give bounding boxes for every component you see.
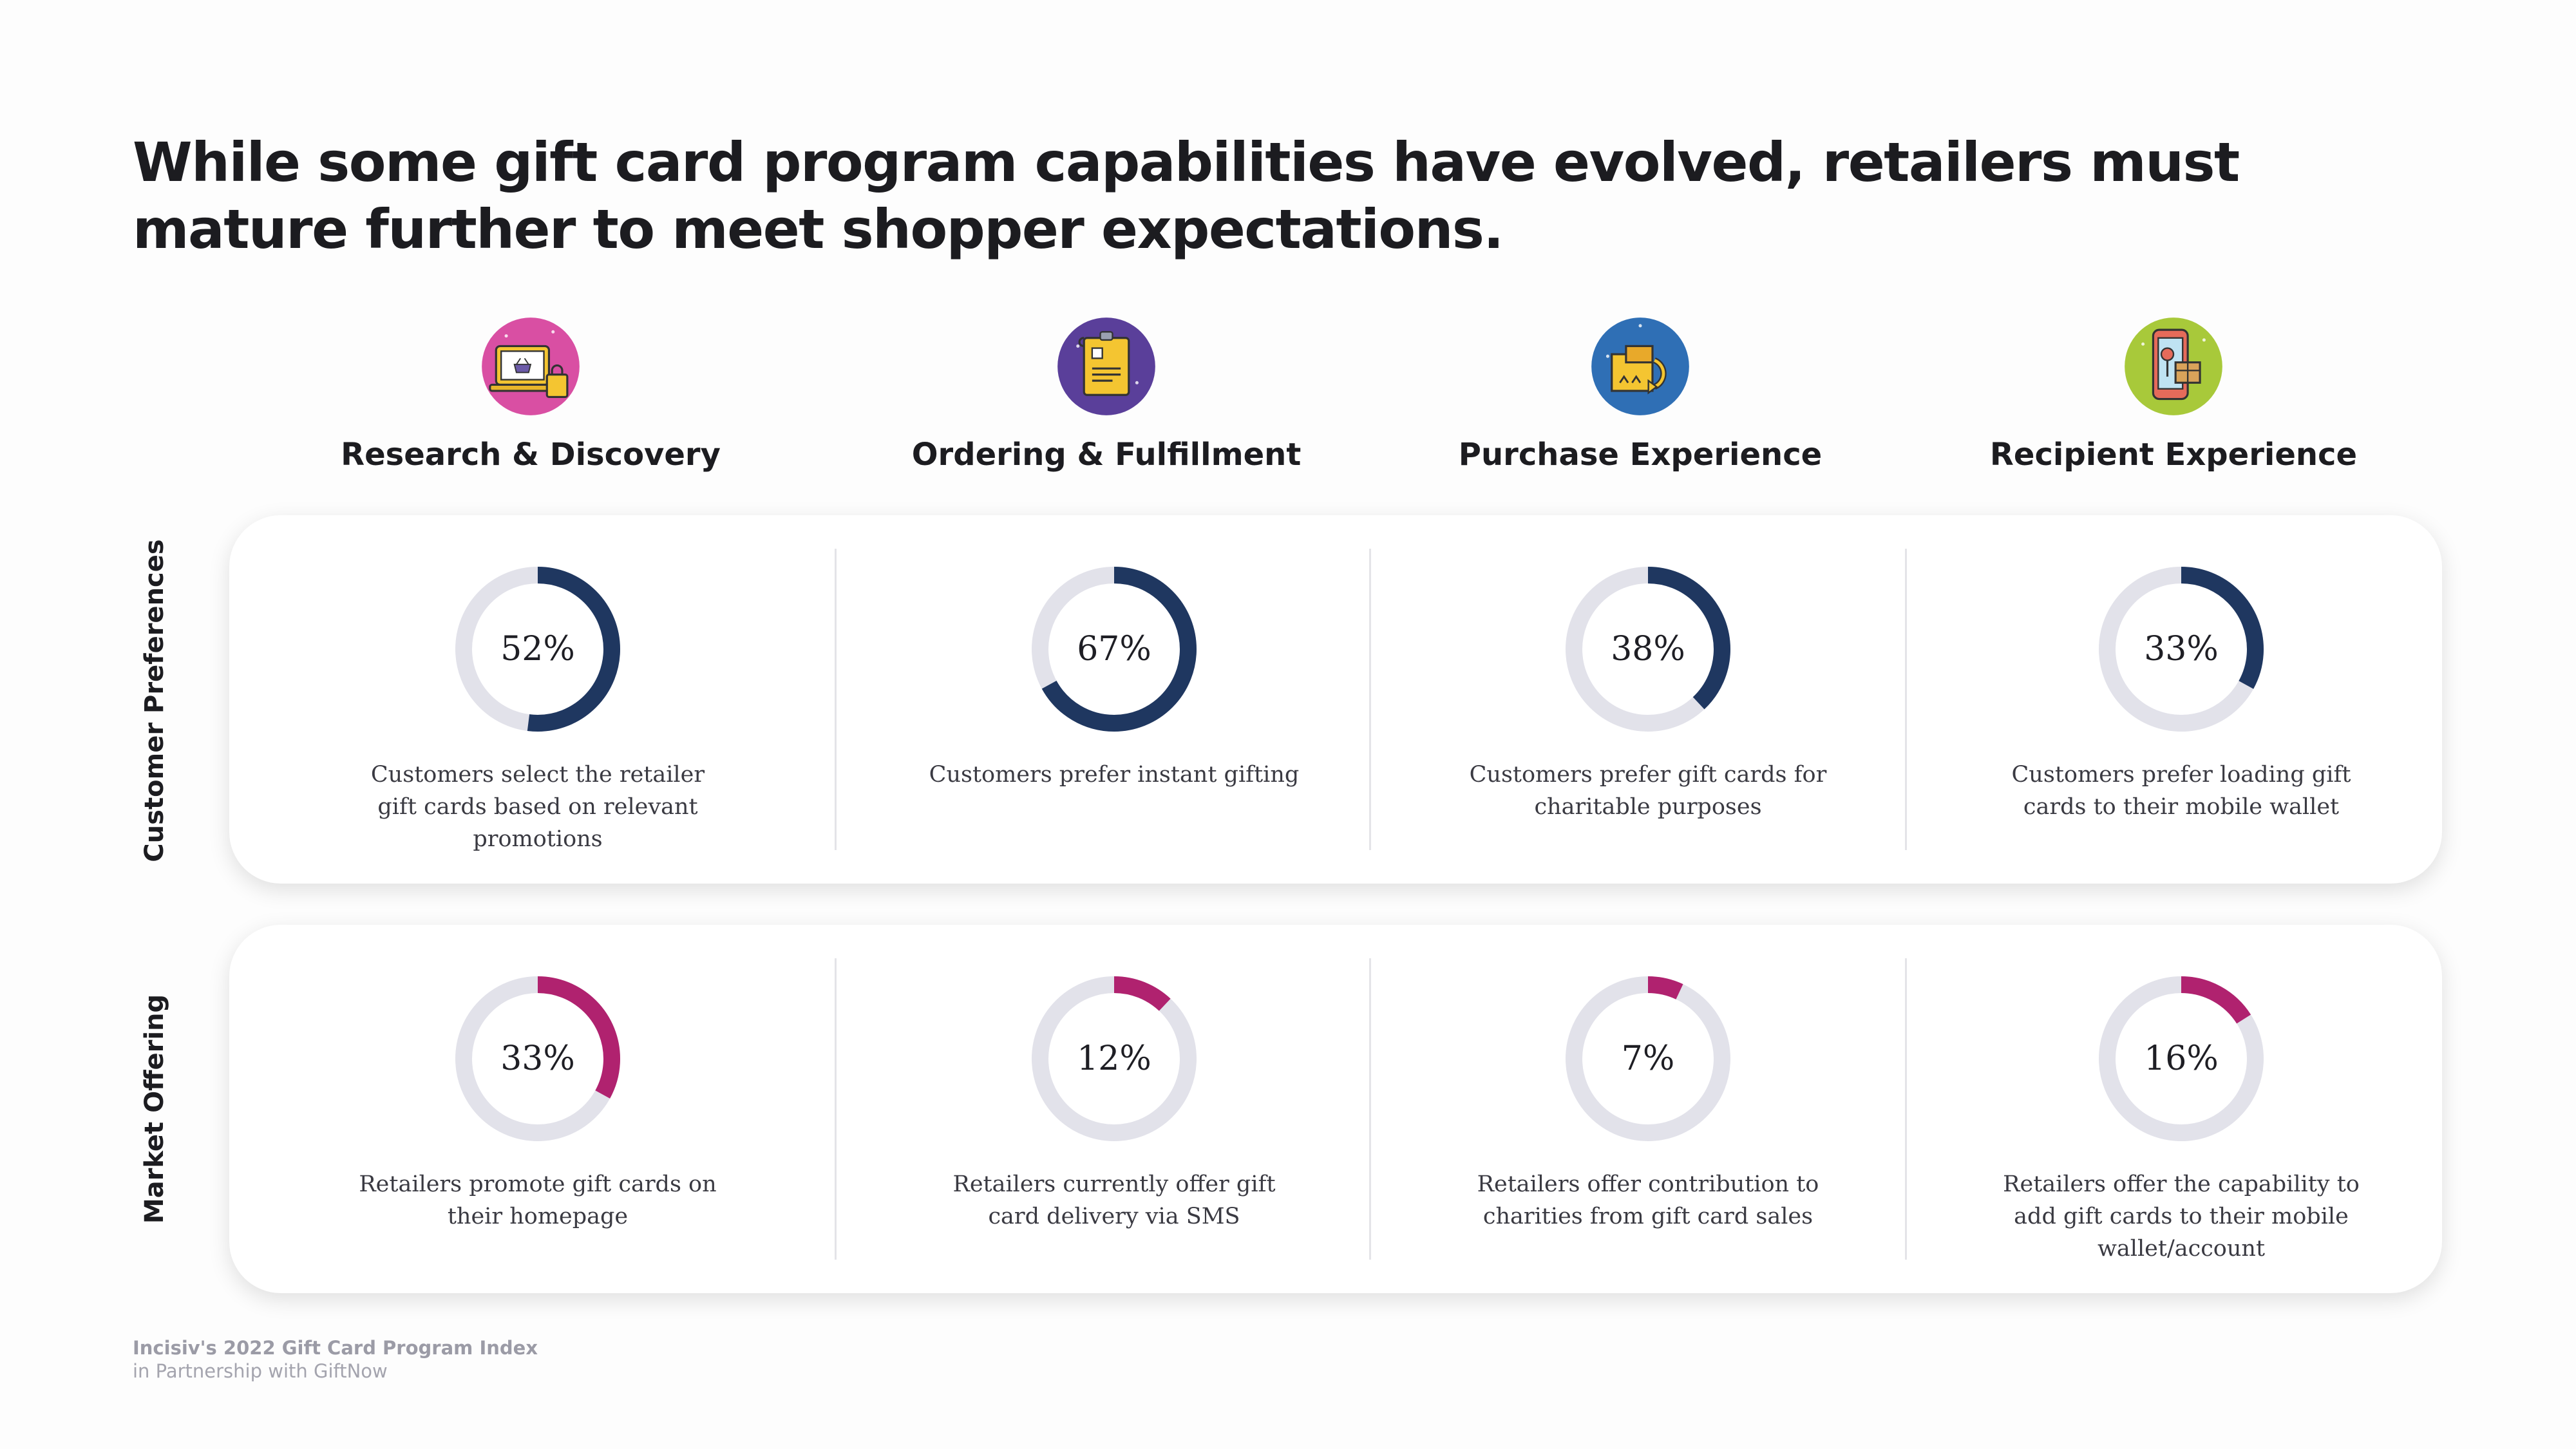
metric-cell: 67% Customers prefer instant gifting	[850, 515, 1378, 884]
metric-cell: 33% Retailers promote gift cards on thei…	[274, 925, 802, 1293]
donut-chart	[2099, 567, 2264, 732]
row-label-text: Market Offering	[140, 994, 169, 1224]
metric-caption: Retailers currently offer gift card deli…	[952, 1171, 1276, 1229]
donut-value-label: 33%	[2144, 630, 2219, 668]
divider	[1369, 549, 1371, 850]
mobile-gift-icon	[2125, 317, 2222, 415]
metric-cell: 52% Customers select the retailer gift c…	[274, 515, 802, 884]
column-label: Purchase Experience	[1458, 437, 1823, 473]
metric-cell: 16% Retailers offer the capability to ad…	[1917, 925, 2445, 1293]
donut-value-label: 12%	[1077, 1039, 1151, 1078]
donut-value-label: 7%	[1621, 1039, 1675, 1078]
divider	[1905, 549, 1907, 850]
metric-caption: Customers prefer loading gift cards to t…	[2011, 762, 2351, 820]
donut-chart	[2099, 976, 2264, 1141]
metric-caption: Retailers promote gift cards on their ho…	[359, 1171, 717, 1229]
donut-chart	[1566, 976, 1730, 1141]
metric-cell: 12% Retailers currently offer gift card …	[850, 925, 1378, 1293]
column-header-purchase: Purchase Experience	[1373, 316, 1908, 473]
column-label: Research & Discovery	[341, 437, 721, 473]
divider	[835, 549, 837, 850]
donut-value-arc	[1566, 976, 1730, 1141]
metric-caption: Retailers offer the capability to add gi…	[2003, 1171, 2360, 1262]
metric-caption: Customers prefer instant gifting	[929, 762, 1300, 788]
divider	[1905, 958, 1907, 1260]
row-label-text: Customer Preferences	[140, 539, 169, 862]
donut-value-label: 52%	[500, 630, 575, 668]
donut-value-arc	[455, 976, 620, 1141]
metric-caption: Customers prefer gift cards for charitab…	[1469, 762, 1827, 820]
footer-source: Incisiv's 2022 Gift Card Program Index	[133, 1337, 538, 1359]
donut-chart	[455, 976, 620, 1141]
market-offering-panel: 33% Retailers promote gift cards on thei…	[229, 925, 2442, 1293]
donut-value-label: 33%	[500, 1039, 575, 1078]
column-label: Ordering & Fulfillment	[911, 437, 1302, 473]
donut-value-arc	[2099, 567, 2264, 732]
donut-value-label: 67%	[1077, 630, 1151, 668]
donut-value-arc	[1032, 976, 1197, 1141]
metric-cell: 33% Customers prefer loading gift cards …	[1917, 515, 2445, 884]
donut-chart	[455, 567, 620, 732]
page-title: While some gift card program capabilitie…	[133, 131, 2240, 261]
footer: Incisiv's 2022 Gift Card Program Index i…	[133, 1337, 538, 1382]
customer-preferences-panel: 52% Customers select the retailer gift c…	[229, 515, 2442, 884]
laptop-shopping-icon	[482, 317, 580, 415]
donut-chart	[1032, 567, 1197, 732]
metric-caption: Retailers offer contribution to charitie…	[1477, 1171, 1819, 1229]
column-header-ordering: Ordering & Fulfillment	[839, 316, 1374, 473]
column-label: Recipient Experience	[1989, 437, 2358, 473]
column-header-research: Research & Discovery	[263, 316, 798, 473]
metric-caption: Customers select the retailer gift cards…	[370, 762, 705, 852]
donut-value-arc	[455, 567, 620, 732]
package-exchange-icon	[1591, 317, 1689, 415]
donut-value-label: 38%	[1611, 630, 1685, 668]
donut-chart	[1032, 976, 1197, 1141]
divider	[1369, 958, 1371, 1260]
metric-cell: 38% Customers prefer gift cards for char…	[1384, 515, 1912, 884]
divider	[835, 958, 837, 1260]
donut-value-arc	[2099, 976, 2264, 1141]
footer-partner: in Partnership with GiftNow	[133, 1360, 388, 1382]
metric-cell: 7% Retailers offer contribution to chari…	[1384, 925, 1912, 1293]
order-document-icon	[1057, 317, 1155, 415]
donut-value-arc	[1032, 567, 1197, 732]
donut-value-label: 16%	[2144, 1039, 2219, 1078]
donut-value-arc	[1566, 567, 1730, 732]
donut-chart	[1566, 567, 1730, 732]
column-header-recipient: Recipient Experience	[1906, 316, 2441, 473]
